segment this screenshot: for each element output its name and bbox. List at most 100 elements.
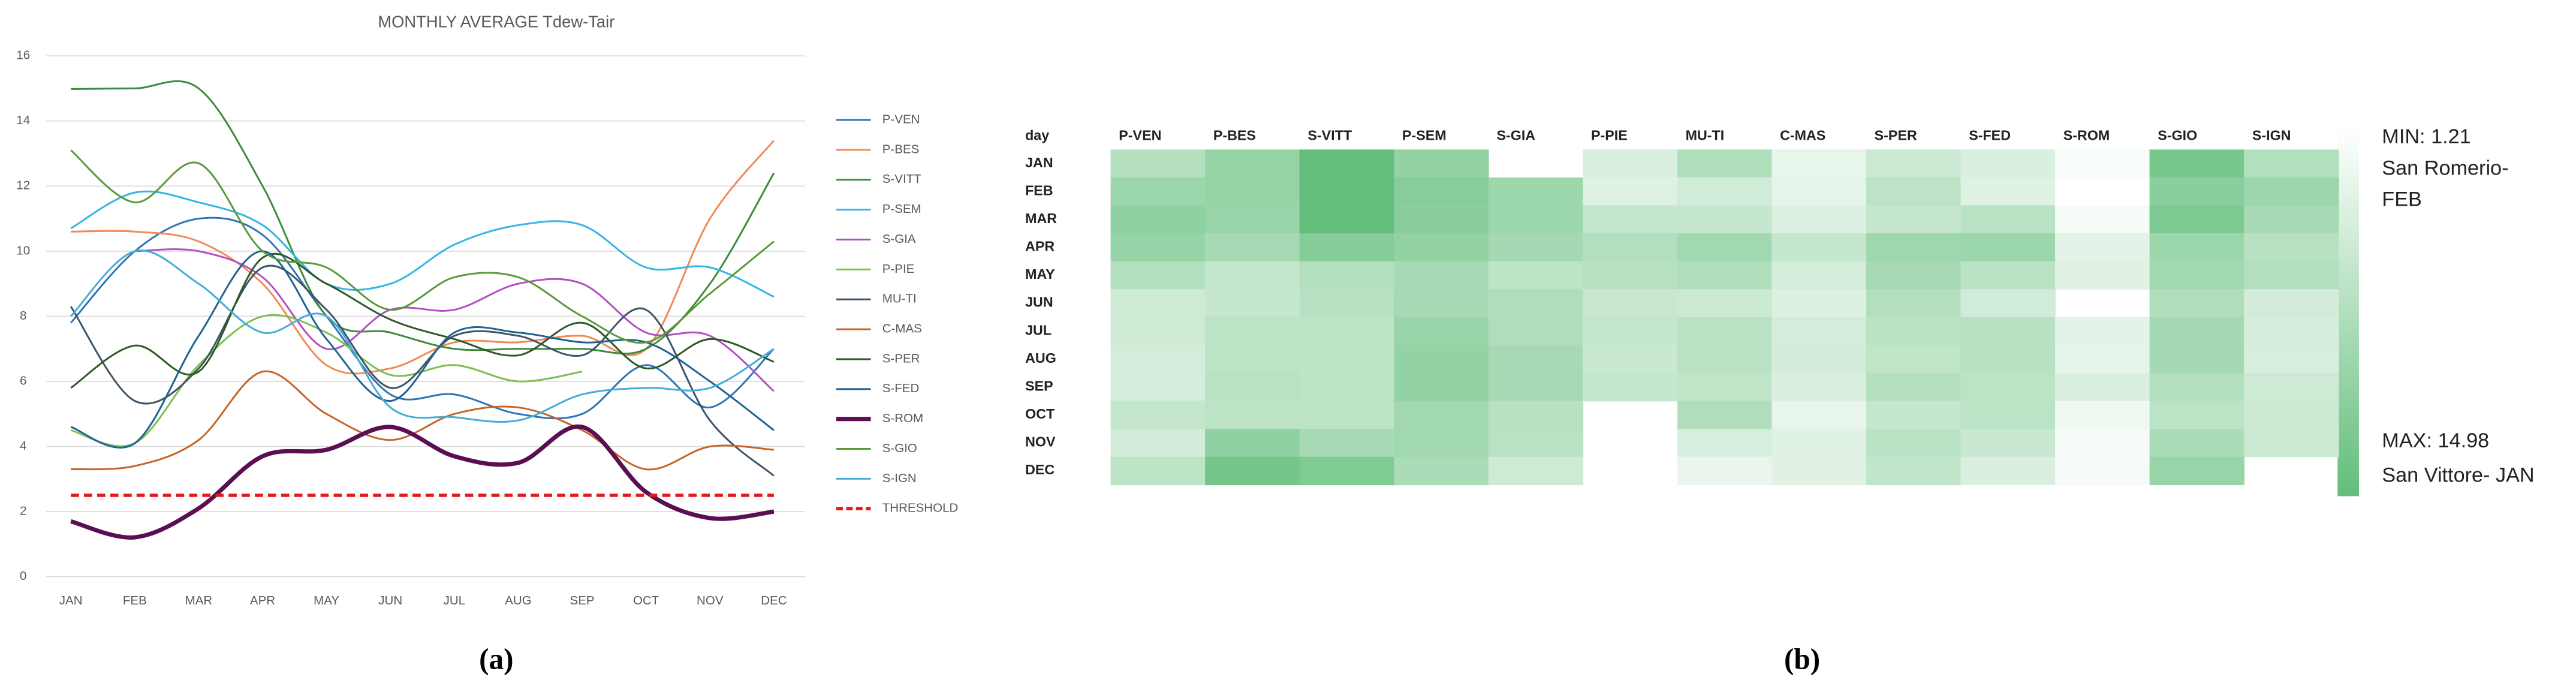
heat-cell (1488, 177, 1584, 206)
heat-cell (2149, 149, 2244, 178)
x-tick-label: OCT (633, 594, 659, 607)
heat-cell (1110, 205, 1206, 234)
heat-cell (1299, 456, 1395, 486)
line-series (70, 252, 775, 389)
heat-cell (1110, 429, 1206, 458)
heat-cell (1205, 345, 1300, 374)
row-label: APR (1025, 239, 1054, 254)
scale-max-label: MAX: 14.98 (2382, 429, 2489, 452)
heat-cell (2149, 205, 2244, 234)
line-series (70, 149, 775, 344)
heat-cell (1866, 233, 1962, 262)
heat-cell (2149, 401, 2244, 429)
legend-label: S-PER (882, 351, 920, 365)
color-scale (2337, 128, 2359, 497)
heat-cell (1771, 429, 1867, 458)
y-tick-label: 10 (16, 243, 30, 257)
y-tick-label: 16 (16, 49, 30, 62)
heat-cell (1583, 205, 1678, 234)
heat-cell (1866, 177, 1962, 206)
heat-cell (1960, 372, 2056, 402)
heat-cell (1771, 345, 1867, 374)
heat-cell (1299, 401, 1395, 429)
heat-cell (1866, 401, 1962, 429)
heat-cell (1299, 177, 1395, 206)
heat-cell (1394, 205, 1489, 234)
row-label: JUN (1025, 294, 1053, 310)
heat-cell (1394, 317, 1489, 346)
heat-cell (1771, 177, 1867, 206)
heat-cell (1771, 401, 1867, 429)
heat-cell (1488, 345, 1584, 374)
x-tick-label: APR (250, 594, 275, 607)
heat-cell (2055, 401, 2150, 429)
heat-cell (1110, 233, 1206, 262)
heat-cell (1299, 372, 1395, 402)
column-label: S-FED (1969, 128, 2011, 143)
heat-cell (2055, 261, 2150, 290)
row-label: MAY (1025, 266, 1055, 282)
heat-cell (1488, 317, 1584, 346)
heat-cell (1677, 149, 1773, 178)
heat-cell (1677, 345, 1773, 374)
legend-label: P-PIE (882, 262, 915, 276)
heat-cell (2149, 429, 2244, 458)
legend-label: C-MAS (882, 322, 922, 336)
heat-cell (1205, 401, 1300, 429)
column-label: S-GIA (1496, 128, 1535, 143)
heat-cell (1299, 149, 1395, 178)
heat-cell (2055, 317, 2150, 346)
legend-label: S-ROM (882, 411, 923, 425)
heat-cell (2244, 233, 2339, 262)
heat-cell (1299, 205, 1395, 234)
heat-cell (1299, 261, 1395, 290)
panel-label: (b) (1784, 643, 1820, 676)
chart-title: MONTHLY AVERAGE Tdew-Tair (378, 13, 614, 31)
heat-cell (2055, 372, 2150, 402)
heat-cell (1110, 261, 1206, 290)
heat-cell (1205, 233, 1300, 262)
x-tick-label: SEP (570, 594, 595, 607)
heat-cell (1960, 429, 2056, 458)
legend-label: S-GIA (882, 232, 916, 246)
heat-cell (1110, 177, 1206, 206)
heat-cell (1771, 205, 1867, 234)
heat-cell (1394, 149, 1489, 178)
heat-cell (2244, 261, 2339, 290)
heat-cell (1960, 261, 2056, 290)
heat-cell (1299, 289, 1395, 318)
row-label: FEB (1025, 182, 1053, 198)
column-label: C-MAS (1780, 128, 1825, 143)
heat-cell (2244, 401, 2339, 429)
row-label: DEC (1025, 462, 1054, 477)
heat-cell (1771, 149, 1867, 178)
heat-cell (1110, 372, 1206, 402)
heat-cell (1866, 317, 1962, 346)
heat-cell (2055, 345, 2150, 374)
row-label: NOV (1025, 434, 1056, 450)
heat-cell (1960, 149, 2056, 178)
heat-cell (2149, 345, 2244, 374)
heat-cell (2244, 345, 2339, 374)
heat-cell (1866, 429, 1962, 458)
heat-cell (1488, 372, 1584, 402)
legend-label: MU-TI (882, 292, 917, 306)
heat-cell (1488, 429, 1584, 458)
heat-cell (1866, 261, 1962, 290)
heat-cell (2149, 261, 2244, 290)
heat-cell (1771, 261, 1867, 290)
row-label: JUL (1025, 322, 1052, 338)
heat-cell (1677, 317, 1773, 346)
heat-cell (1677, 289, 1773, 318)
heat-cell (1205, 372, 1300, 402)
heat-cell (2149, 233, 2244, 262)
legend-label: S-IGN (882, 471, 917, 485)
heat-cell (1960, 456, 2056, 486)
line-series (71, 80, 775, 355)
heat-cell (1771, 372, 1867, 402)
heat-cell (2149, 456, 2244, 486)
heat-cell (1583, 345, 1678, 374)
row-label: JAN (1025, 155, 1053, 170)
heat-cell (2055, 429, 2150, 458)
